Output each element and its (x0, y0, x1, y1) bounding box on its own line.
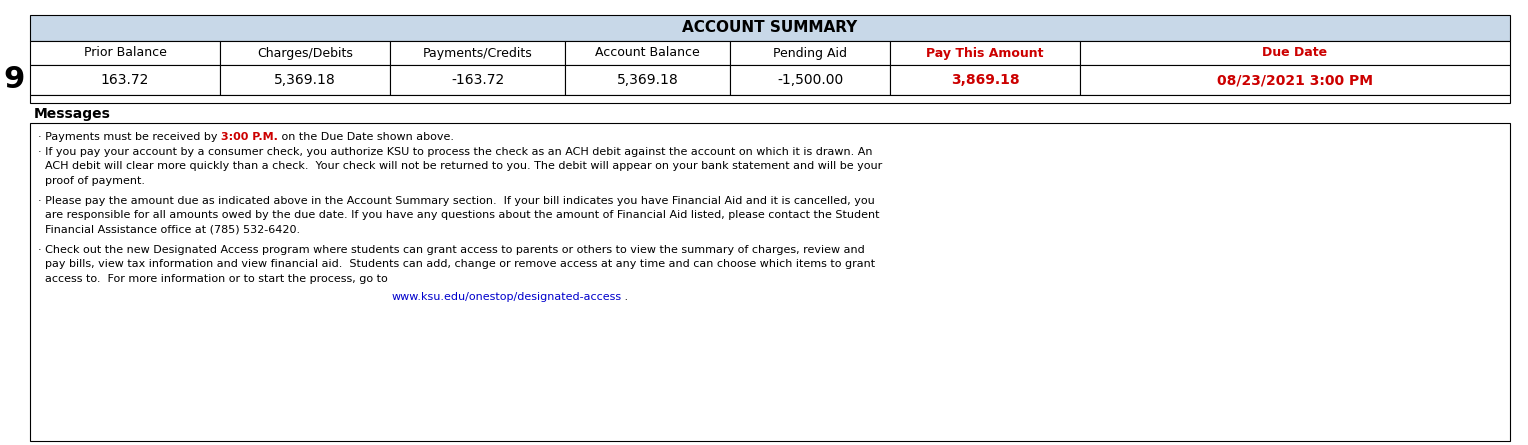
Text: Pending Aid: Pending Aid (773, 46, 847, 60)
Text: -1,500.00: -1,500.00 (776, 73, 843, 87)
Bar (1080, 65, 1510, 95)
Text: 5,369.18: 5,369.18 (617, 73, 678, 87)
Text: · Please pay the amount due as indicated above in the Account Summary section.  : · Please pay the amount due as indicated… (38, 196, 880, 235)
Text: 08/23/2021 3:00 PM: 08/23/2021 3:00 PM (1216, 73, 1374, 87)
Text: Prior Balance: Prior Balance (84, 46, 167, 60)
Text: 5,369.18: 5,369.18 (274, 73, 336, 87)
Text: · If you pay your account by a consumer check, you authorize KSU to process the : · If you pay your account by a consumer … (38, 147, 882, 186)
Bar (390, 65, 565, 95)
Bar (730, 65, 889, 95)
Text: .: . (622, 291, 628, 302)
Bar (31, 123, 1510, 441)
Bar (31, 41, 220, 65)
Bar (31, 65, 220, 95)
Bar (565, 65, 730, 95)
Bar (730, 41, 889, 65)
Bar (220, 41, 390, 65)
Bar (1080, 41, 1510, 65)
Bar (565, 41, 730, 65)
Text: -163.72: -163.72 (451, 73, 504, 87)
Text: 9: 9 (3, 65, 24, 94)
Bar (390, 41, 565, 65)
Text: Payments/Credits: Payments/Credits (423, 46, 532, 60)
Bar (889, 65, 1080, 95)
Text: · Payments must be received by: · Payments must be received by (38, 132, 222, 142)
Text: on the Due Date shown above.: on the Due Date shown above. (278, 132, 454, 142)
Text: 3:00 P.M.: 3:00 P.M. (222, 132, 278, 142)
Text: · Check out the new Designated Access program where students can grant access to: · Check out the new Designated Access pr… (38, 245, 876, 284)
Text: 3,869.18: 3,869.18 (950, 73, 1019, 87)
Text: Charges/Debits: Charges/Debits (257, 46, 353, 60)
Text: Due Date: Due Date (1262, 46, 1328, 60)
Bar (889, 41, 1080, 65)
Text: Account Balance: Account Balance (594, 46, 700, 60)
Bar (31, 95, 1510, 103)
Text: Pay This Amount: Pay This Amount (926, 46, 1044, 60)
Bar (220, 65, 390, 95)
Bar (31, 15, 1510, 41)
Text: ACCOUNT SUMMARY: ACCOUNT SUMMARY (683, 20, 857, 36)
Text: 163.72: 163.72 (101, 73, 150, 87)
Text: Messages: Messages (34, 107, 112, 121)
Text: www.ksu.edu/onestop/designated-access: www.ksu.edu/onestop/designated-access (391, 291, 622, 302)
